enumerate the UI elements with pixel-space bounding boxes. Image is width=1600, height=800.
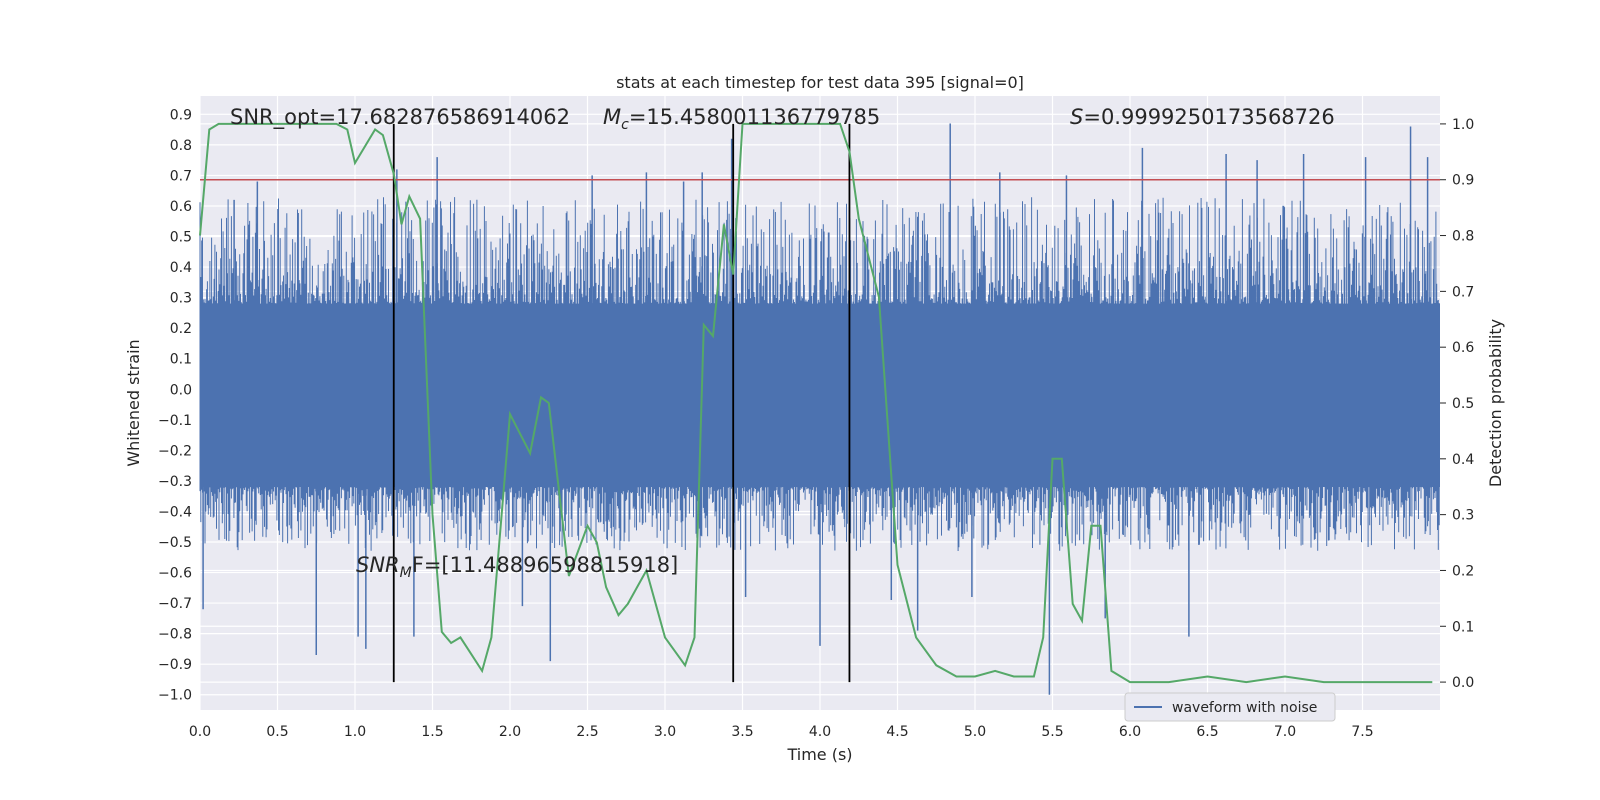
probability-series bbox=[199, 122, 1433, 684]
y-tick-label: 0.8 bbox=[170, 138, 192, 154]
y-axis-label: Whitened strain bbox=[124, 339, 143, 466]
waveform-series bbox=[199, 123, 1440, 695]
y-tick-label: −0.8 bbox=[158, 627, 192, 643]
legend-box bbox=[1124, 692, 1336, 722]
x-tick-label: 4.0 bbox=[809, 724, 831, 740]
y-tick-label: −0.7 bbox=[158, 596, 192, 612]
y-tick-label: −0.4 bbox=[158, 504, 192, 520]
y2-tick-label: 0.2 bbox=[1452, 563, 1474, 579]
y2-tick-label: 0.7 bbox=[1452, 284, 1474, 300]
y-tick-label: 0.4 bbox=[170, 260, 192, 276]
y-tick-label: −0.5 bbox=[158, 535, 192, 551]
x-tick-labels: 0.0 0.5 1.0 1.5 2.0 2.5 3.0 3.5 4.0 4.5 5.0 5.5 6.0 6… bbox=[189, 724, 1374, 740]
y2-tick-label: 0.4 bbox=[1452, 452, 1474, 468]
y2-tick-label: 0.9 bbox=[1452, 173, 1474, 189]
snr-mf-symbol: SNR bbox=[356, 553, 400, 577]
y-tick-label: −0.6 bbox=[158, 566, 192, 582]
x-tick-label: 1.0 bbox=[344, 724, 366, 740]
x-tick-label: 1.5 bbox=[421, 724, 443, 740]
x-tick-label: 2.5 bbox=[576, 724, 598, 740]
x-tick-label: 3.0 bbox=[654, 724, 676, 740]
y2-tick-label: 1.0 bbox=[1452, 117, 1474, 133]
y-tick-label: 0.3 bbox=[170, 291, 192, 307]
chirp-mass-annotation: Mc=15.458001136779785 bbox=[603, 105, 880, 133]
snr-mf-value: F=[11.488965988159​18] bbox=[412, 553, 679, 577]
snr-mf-subscript: M bbox=[400, 565, 412, 581]
y-tick-label: −0.3 bbox=[158, 474, 192, 490]
y-tick-label: 0.9 bbox=[170, 107, 192, 123]
marker-lines bbox=[392, 123, 851, 683]
y-tick-label: −0.9 bbox=[158, 657, 192, 673]
x-tick-label: 0.0 bbox=[189, 724, 211, 740]
y2-tick-label: 0.1 bbox=[1452, 619, 1474, 635]
y2-tick-label: 0.3 bbox=[1452, 508, 1474, 524]
snr-mf-annotation: SNRMF=[11.488965988159​18] bbox=[356, 553, 678, 581]
y-tick-label: 0.6 bbox=[170, 199, 192, 215]
chirp-mass-subscript: c bbox=[621, 117, 629, 133]
y2-tick-labels: 1.0 0.9 0.8 0.7 0.6 0.5 0.4 0.3 0.2 0.1 0.0 bbox=[1440, 117, 1474, 691]
y-tick-label: 0.7 bbox=[170, 168, 192, 184]
statistic-symbol: S bbox=[1070, 105, 1083, 129]
statistic-annotation: S=0.9999250173568726 bbox=[1070, 105, 1335, 129]
y2-tick-label: 0.6 bbox=[1452, 340, 1474, 356]
probability-line bbox=[199, 122, 1433, 684]
x-tick-label: 5.0 bbox=[964, 724, 986, 740]
y-tick-label: 0.5 bbox=[170, 230, 192, 246]
y-tick-label: −1.0 bbox=[158, 688, 192, 704]
x-tick-label: 6.5 bbox=[1196, 724, 1218, 740]
y-tick-label: 0.2 bbox=[170, 321, 192, 337]
y-tick-label: −0.2 bbox=[158, 443, 192, 459]
x-tick-label: 7.0 bbox=[1274, 724, 1296, 740]
y2-tick-label: 0.8 bbox=[1452, 229, 1474, 245]
y2-tick-label: 0.5 bbox=[1452, 396, 1474, 412]
y-tick-label: 0.0 bbox=[170, 382, 192, 398]
x-tick-label: 0.5 bbox=[266, 724, 288, 740]
x-axis-label: Time (s) bbox=[786, 745, 852, 764]
x-tick-label: 7.5 bbox=[1351, 724, 1373, 740]
snr-opt-annotation: SNR_opt=17.682876586914062 bbox=[230, 105, 570, 130]
waveform-trace bbox=[199, 197, 1440, 551]
y2-axis-label: Detection probability bbox=[1486, 319, 1505, 487]
legend-entry-waveform: waveform with noise bbox=[1172, 700, 1317, 716]
chirp-mass-value: =15.458001136779785 bbox=[629, 105, 880, 129]
x-tick-label: 3.5 bbox=[731, 724, 753, 740]
y2-tick-label: 0.0 bbox=[1452, 675, 1474, 691]
chirp-mass-symbol: M bbox=[603, 105, 621, 129]
y-tick-label: 0.1 bbox=[170, 352, 192, 368]
x-tick-label: 6.0 bbox=[1119, 724, 1141, 740]
statistic-value: =0.9999250173568726 bbox=[1083, 105, 1334, 129]
x-tick-label: 4.5 bbox=[886, 724, 908, 740]
y-tick-labels: 0.9 0.8 0.7 0.6 0.5 0.4 0.3 0.2 0.1 0.0 −0.1 −0.2 −0… bbox=[158, 107, 192, 703]
legend: waveform with noise bbox=[1124, 692, 1336, 722]
chart-title: stats at each timestep for test data 395… bbox=[616, 73, 1024, 92]
x-tick-label: 2.0 bbox=[499, 724, 521, 740]
y-tick-label: −0.1 bbox=[158, 413, 192, 429]
x-tick-label: 5.5 bbox=[1041, 724, 1063, 740]
